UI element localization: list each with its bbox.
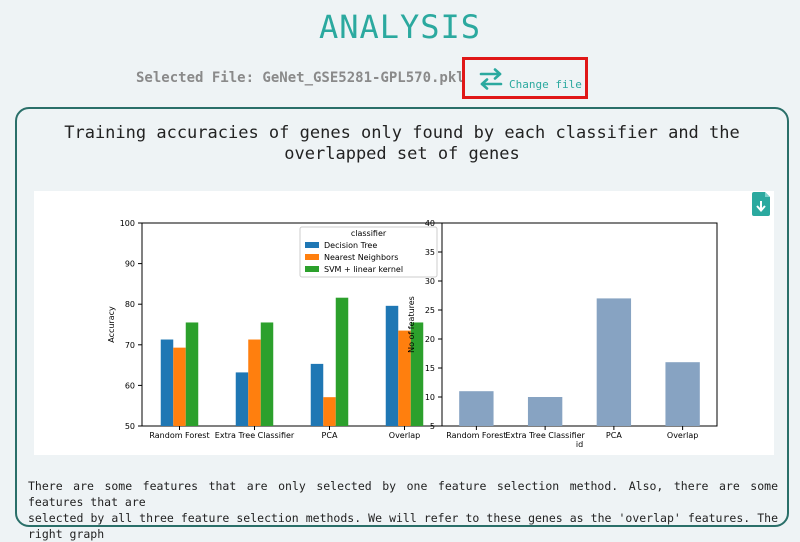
right-chart-xtick-label: Overlap: [667, 431, 698, 440]
left-chart-legend-box: [299, 226, 438, 278]
left-chart-bar: [310, 363, 324, 426]
left-chart-xtick-label: Overlap: [389, 431, 420, 440]
left-chart-bar: [173, 347, 186, 426]
left-chart-bar: [323, 397, 336, 426]
left-chart-ylabel: Accuracy: [107, 306, 116, 343]
left-chart-legend-swatch: [305, 266, 319, 272]
left-chart-legend-title: classifier: [351, 229, 387, 238]
left-chart-bar: [398, 330, 411, 426]
left-chart-legend-label: Decision Tree: [324, 241, 377, 250]
left-chart-legend-label: Nearest Neighbors: [324, 253, 398, 262]
selected-file-label: Selected File: GeNet_GSE5281-GPL570.pkl: [136, 70, 465, 86]
left-chart-ytick-label: 100: [120, 219, 135, 228]
right-chart-xtick-label: Extra Tree Classifier: [505, 431, 585, 440]
card-title-line1: Training accuracies of genes only found …: [64, 123, 740, 143]
right-chart-ytick-label: 30: [425, 277, 435, 286]
download-icon[interactable]: [752, 192, 772, 216]
right-chart-axes-frame: [441, 222, 718, 427]
right-chart-ytick-label: 25: [425, 306, 435, 315]
right-chart-bar: [527, 397, 563, 426]
right-chart-ytick-label: 10: [425, 393, 435, 402]
description-text: There are some features that are only se…: [28, 478, 778, 542]
right-chart-ylabel: No of features: [407, 296, 416, 353]
right-chart-ytick-label: 35: [425, 248, 435, 257]
left-chart-bar: [160, 339, 174, 426]
left-chart-bar: [260, 322, 274, 426]
swap-arrows-icon: [479, 68, 503, 90]
description-line1: There are some features that are only se…: [28, 479, 778, 509]
results-card: Training accuracies of genes only found …: [15, 107, 789, 527]
left-chart-xtick-label: Extra Tree Classifier: [215, 431, 295, 440]
left-chart-bar: [235, 372, 249, 426]
left-chart-bar: [248, 339, 261, 426]
left-chart-legend-swatch: [305, 254, 319, 260]
left-chart-ytick-label: 70: [125, 341, 135, 350]
right-chart-xtick-label: PCA: [606, 431, 622, 440]
left-chart-xtick-label: Random Forest: [149, 431, 209, 440]
page-title: ANALYSIS: [318, 8, 482, 46]
right-chart-xlabel: id: [576, 440, 583, 449]
right-chart-ytick-label: 40: [425, 219, 435, 228]
left-chart-legend-label: SVM + linear kernel: [324, 265, 403, 274]
left-chart-xtick-label: PCA: [322, 431, 338, 440]
plot-area: 50 60 70 80 90 100 Random Forest Extra Tree Cla…: [34, 191, 774, 455]
description-line2: selected by all three feature selection …: [28, 511, 778, 541]
right-chart-ytick-label: 15: [425, 364, 435, 373]
right-chart-bar: [596, 298, 632, 426]
right-chart-ytick-label: 20: [425, 335, 435, 344]
left-chart-bar: [385, 305, 399, 426]
left-chart-bar: [185, 322, 199, 426]
left-chart-ytick-label: 90: [125, 260, 135, 269]
left-chart-ytick-label: 80: [125, 300, 135, 309]
left-chart-ytick-label: 50: [125, 422, 135, 431]
right-chart-bar: [665, 362, 700, 426]
change-file-label: Change file: [509, 78, 582, 91]
right-chart-ytick-label: 5: [430, 422, 435, 431]
card-title-line2: overlapped set of genes: [284, 144, 520, 164]
right-chart-bar: [459, 391, 494, 426]
left-chart-bar: [335, 297, 349, 426]
change-file-button[interactable]: Change file: [462, 57, 588, 99]
left-chart-ytick-label: 60: [125, 381, 135, 390]
left-chart-legend-swatch: [305, 242, 319, 248]
left-chart-bar: [410, 322, 424, 426]
card-title: Training accuracies of genes only found …: [17, 123, 787, 165]
right-chart-xtick-label: Random Forest: [446, 431, 506, 440]
